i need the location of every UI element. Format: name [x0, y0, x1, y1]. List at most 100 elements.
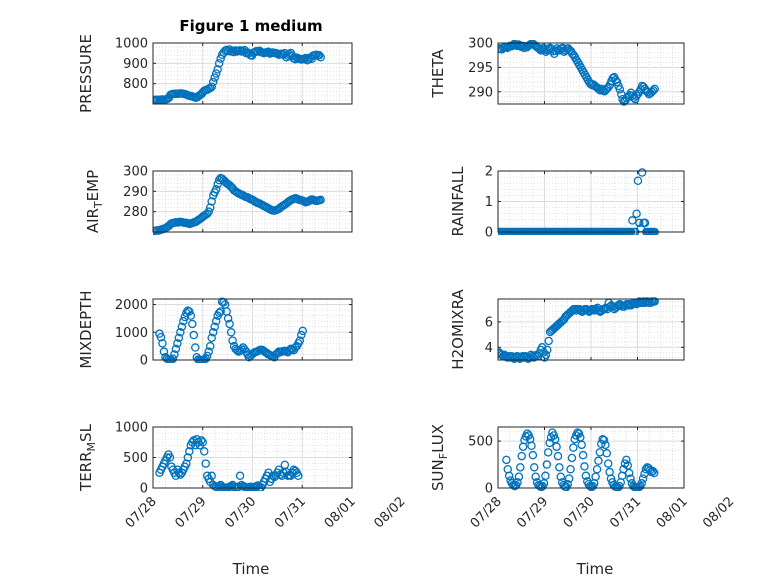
- data-point: [633, 89, 643, 99]
- data-point: [637, 168, 647, 177]
- y-axis-label-part: AIR: [84, 208, 102, 233]
- data-point: [594, 456, 603, 466]
- y-tick-label: 500: [123, 451, 148, 466]
- data-point: [541, 350, 551, 360]
- y-axis-label: TERRMSL: [77, 423, 98, 492]
- data-point: [188, 319, 197, 329]
- data-point: [186, 311, 196, 320]
- data-point: [622, 455, 631, 465]
- data-point: [599, 435, 609, 445]
- subplot-theta: 290 295 300 THETA: [429, 37, 685, 106]
- data-point: [577, 440, 586, 450]
- y-tick-label: 2000: [115, 298, 148, 313]
- data-point: [633, 176, 643, 186]
- x-tick-label: 07/28: [468, 494, 505, 531]
- data-point: [556, 317, 566, 327]
- data-point: [222, 45, 231, 55]
- data-point: [556, 472, 566, 481]
- subplot-pressure: 800 900 1000 PRESSURE: [77, 34, 353, 113]
- subplot-rainfall: 0 1 2 RAINFALL: [449, 165, 685, 241]
- data-point: [211, 316, 221, 326]
- data-point: [211, 69, 221, 78]
- data-markers: [153, 173, 325, 235]
- data-point: [566, 464, 575, 474]
- data-point: [208, 328, 218, 337]
- y-axis-label-part: SUN: [429, 459, 447, 491]
- y-axis-label: RAINFALL: [449, 166, 467, 237]
- x-tick-label: 07/29: [172, 494, 209, 531]
- data-point: [543, 448, 553, 457]
- data-point: [223, 314, 233, 323]
- data-point: [615, 481, 624, 491]
- y-tick-label: 900: [123, 57, 148, 72]
- data-point: [185, 307, 194, 316]
- data-point: [650, 297, 659, 306]
- data-point: [635, 218, 644, 228]
- data-point: [543, 345, 552, 355]
- data-point: [314, 50, 324, 60]
- data-point: [649, 86, 658, 95]
- data-point: [316, 52, 325, 62]
- x-tick-label: 08/01: [654, 494, 691, 531]
- data-point: [615, 85, 625, 94]
- subplot-sun-flux: 0 500 SUNFLUX 07/28 07/29 07/30 07/31 08/01 08/0…: [429, 424, 737, 531]
- y-tick-label: 500: [468, 435, 493, 450]
- y-axis-label-part: TERR: [77, 451, 95, 492]
- data-point: [544, 336, 553, 346]
- data-point: [197, 436, 206, 445]
- y-tick-label: 1000: [115, 326, 148, 341]
- data-point: [648, 466, 658, 476]
- y-tick-label: 6: [485, 315, 493, 330]
- x-tick-label: 08/02: [371, 494, 408, 531]
- data-point: [541, 471, 550, 481]
- axes-box: [497, 42, 685, 105]
- data-point: [603, 459, 613, 468]
- data-point: [168, 354, 178, 363]
- data-point: [517, 451, 526, 461]
- y-tick-label: 0: [485, 482, 493, 497]
- y-axis-label-part: LUX: [429, 424, 447, 453]
- data-markers: [155, 434, 303, 491]
- data-point: [214, 59, 224, 68]
- data-point: [528, 450, 538, 460]
- data-point: [537, 343, 547, 352]
- data-point: [585, 481, 595, 491]
- y-tick-label: 0: [140, 354, 148, 369]
- data-point: [316, 195, 325, 205]
- data-point: [156, 333, 166, 342]
- data-point: [578, 450, 588, 460]
- data-point: [202, 351, 212, 361]
- data-point: [201, 459, 210, 468]
- data-point: [637, 479, 646, 488]
- axes-box: [152, 426, 353, 489]
- x-tick-label: 07/31: [607, 494, 644, 531]
- data-point: [553, 451, 563, 461]
- data-point: [573, 428, 582, 437]
- subplot-mixdepth: 0 1000 2000 MIXDEPTH: [77, 290, 353, 369]
- y-tick-label: 800: [123, 77, 148, 92]
- x-axis-label-right: Time: [576, 560, 614, 578]
- data-point: [516, 463, 525, 472]
- data-point: [205, 341, 215, 351]
- subplot-terr-msl: 0 500 1000 TERRMSL 07/28 07/29 07/30 07/31 08/01…: [77, 421, 409, 532]
- data-point: [549, 431, 559, 440]
- data-point: [643, 463, 652, 472]
- figure-title: Figure 1 medium: [179, 17, 322, 35]
- y-axis-label: H2OMIXRA: [449, 289, 467, 370]
- y-tick-label: 4: [485, 341, 493, 356]
- data-point: [179, 316, 188, 326]
- data-point: [509, 480, 518, 490]
- y-axis-label: SUNFLUX: [429, 424, 450, 491]
- data-point: [182, 459, 191, 468]
- axes-box: [152, 298, 353, 361]
- data-point: [543, 46, 552, 55]
- data-point: [207, 471, 216, 481]
- data-point: [237, 345, 246, 354]
- y-tick-label: 1000: [115, 37, 148, 52]
- axes-box: [152, 170, 353, 233]
- x-tick-label: 07/31: [272, 494, 309, 531]
- data-point: [216, 307, 225, 316]
- data-point: [624, 468, 634, 478]
- y-axis-label-part: EMP: [84, 170, 102, 201]
